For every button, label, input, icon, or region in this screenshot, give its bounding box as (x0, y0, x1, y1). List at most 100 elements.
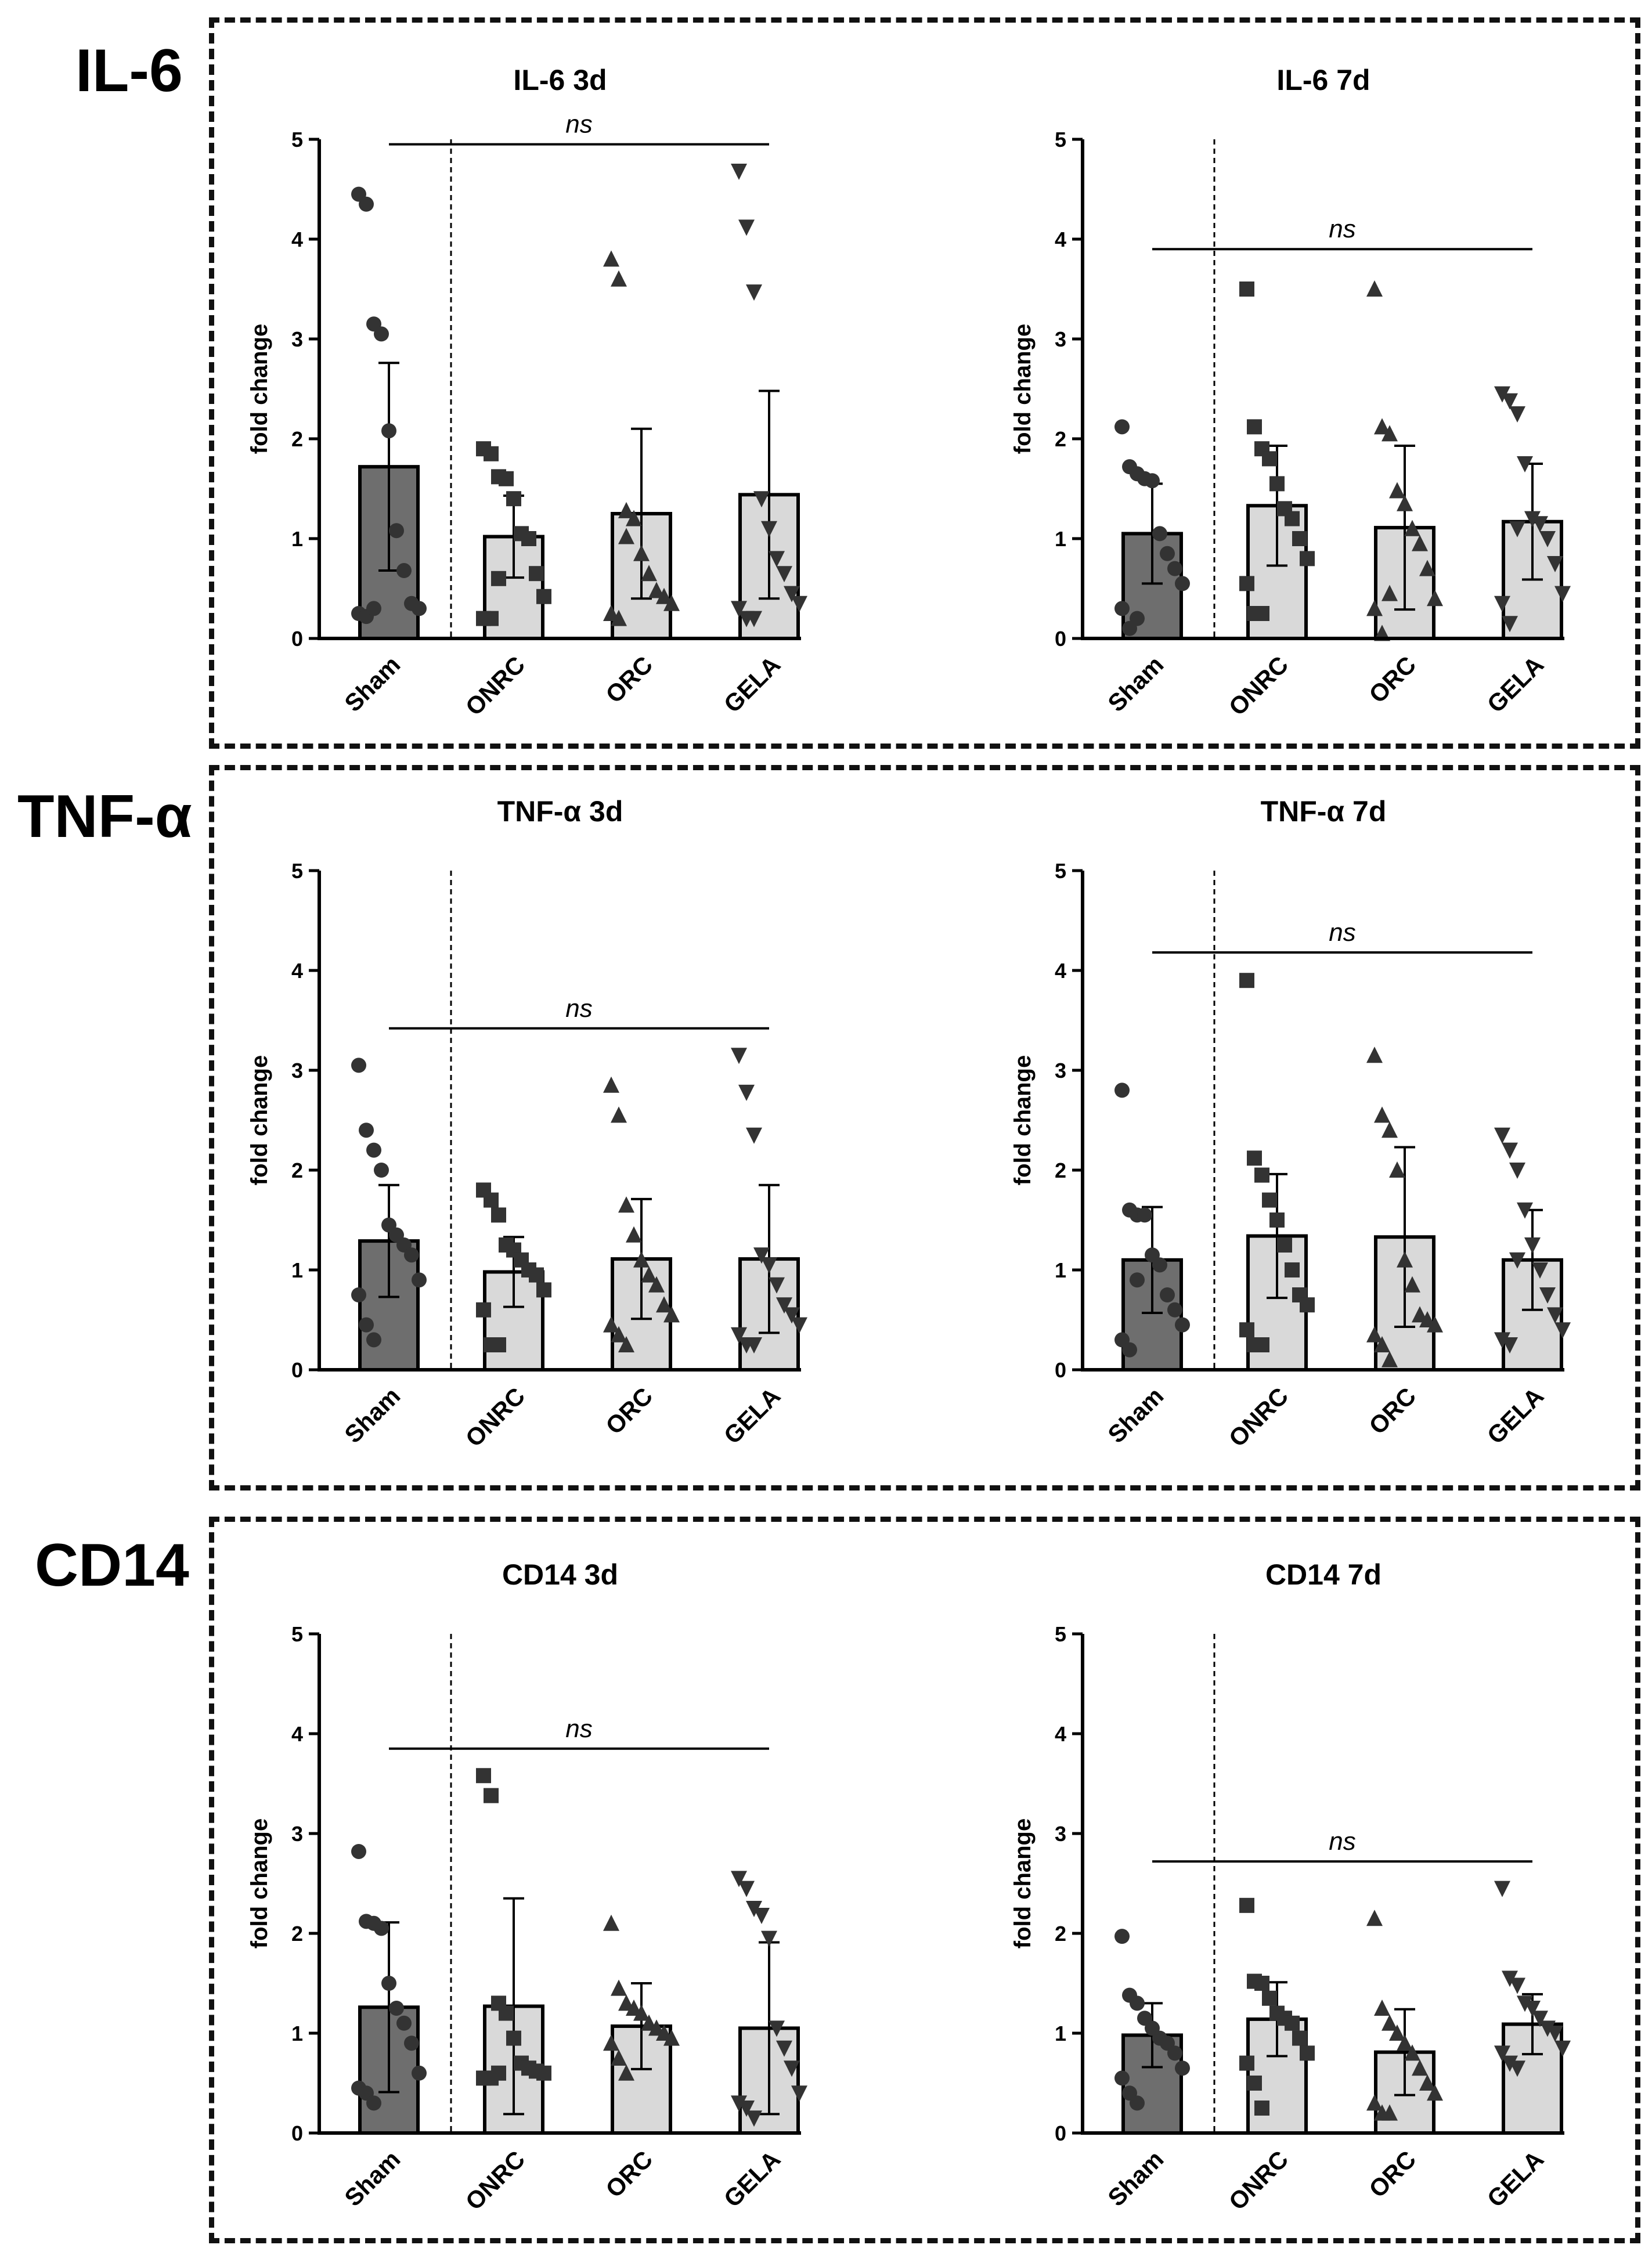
data-point (611, 609, 627, 626)
data-point (536, 2065, 551, 2081)
data-point (1404, 519, 1420, 536)
data-point (1374, 1336, 1390, 1352)
data-point (648, 1276, 665, 1293)
y-tick-label: 0 (1055, 2121, 1066, 2145)
y-tick-label: 4 (291, 228, 303, 251)
y-tick-label: 3 (1055, 1822, 1066, 1846)
x-tick-label: ONRC (460, 2145, 531, 2215)
data-point (491, 2065, 506, 2081)
data-point (359, 196, 374, 212)
data-point (476, 1302, 491, 1318)
y-tick-label: 1 (1055, 527, 1066, 551)
bar-group-onrc (1239, 282, 1315, 640)
data-point (1239, 576, 1254, 591)
x-tick-label: ONRC (460, 651, 531, 721)
data-point (412, 2065, 427, 2081)
data-point (1262, 1192, 1277, 1208)
significance-label: ns (565, 994, 592, 1023)
data-point (753, 1247, 770, 1264)
bar-group-orc (603, 1914, 680, 2135)
significance-label: ns (1329, 1827, 1355, 1856)
data-point (536, 589, 551, 604)
data-point (366, 1332, 381, 1348)
bar-group-orc (1366, 280, 1443, 641)
x-tick-label: ORC (600, 651, 658, 708)
x-tick-label: ORC (600, 2145, 658, 2203)
data-point (746, 611, 762, 627)
data-point (476, 1768, 491, 1784)
data-point (1366, 2094, 1383, 2111)
y-tick-label: 4 (1055, 1722, 1066, 1746)
data-point (1554, 1322, 1571, 1339)
data-point (663, 594, 680, 611)
data-point (1412, 535, 1428, 551)
data-point (351, 1843, 366, 1859)
data-point (1389, 1161, 1405, 1178)
y-tick-label: 2 (1055, 1159, 1066, 1182)
data-point (611, 270, 627, 287)
data-point (1374, 2000, 1390, 2016)
data-point (499, 471, 514, 486)
data-point (1532, 1262, 1548, 1279)
bar-group-onrc (1239, 1897, 1315, 2135)
data-point (656, 587, 672, 604)
data-point (769, 1277, 785, 1294)
data-point (761, 1930, 777, 1947)
y-tick-label: 1 (1055, 1258, 1066, 1282)
panel-frame-cd14 (209, 1517, 1640, 2243)
data-point (1239, 282, 1254, 297)
x-tick-label: GELA (719, 2145, 786, 2213)
data-point (366, 1142, 381, 1158)
data-point (1262, 1990, 1277, 2006)
x-tick-label: ONRC (1224, 651, 1294, 721)
data-point (663, 1306, 680, 1323)
data-point (1532, 2011, 1548, 2027)
data-point (1152, 526, 1167, 542)
data-point (1494, 596, 1510, 612)
data-point (791, 2085, 807, 2102)
data-point (1300, 2045, 1315, 2061)
data-point (1285, 511, 1300, 526)
y-tick-label: 5 (1055, 128, 1066, 151)
y-axis-label: fold change (247, 1818, 272, 1948)
y-tick-label: 2 (291, 1159, 303, 1182)
data-point (1427, 2084, 1443, 2101)
data-point (1397, 1251, 1413, 1268)
data-point (1114, 419, 1130, 435)
data-point (1239, 973, 1254, 988)
data-point (791, 596, 807, 612)
x-tick-label: ONRC (460, 1382, 531, 1452)
data-point (626, 1226, 642, 1243)
chart-tnf-7d: TNF-α 7d fold change 0 1 2 3 4 5 Sham ONRC ORC GELA… (1010, 795, 1571, 1452)
data-point (1494, 1332, 1510, 1349)
data-point (1167, 561, 1182, 576)
data-point (618, 528, 634, 544)
data-point (1397, 2034, 1413, 2051)
data-point (506, 491, 521, 507)
data-point (784, 2060, 800, 2077)
data-point (611, 1979, 627, 1996)
data-point (1247, 1150, 1262, 1166)
data-point (529, 1267, 544, 1283)
data-point (1366, 1326, 1383, 1342)
bar-group-gela (731, 1048, 807, 1372)
data-point (769, 551, 785, 568)
y-tick-label: 3 (291, 1059, 303, 1082)
data-point (1366, 1046, 1383, 1063)
data-point (1374, 418, 1390, 435)
bar-group-sham (1114, 1929, 1190, 2135)
data-point (1517, 1202, 1533, 1219)
data-point (731, 1327, 747, 1344)
data-point (1547, 1307, 1563, 1324)
data-point (656, 1296, 672, 1313)
data-point (1524, 511, 1541, 528)
significance-label: ns (565, 1715, 592, 1743)
x-tick-label: ONRC (1224, 2145, 1294, 2215)
data-point (1254, 606, 1269, 621)
data-point (359, 1317, 374, 1333)
data-point (381, 423, 396, 439)
data-point (738, 1881, 755, 1897)
data-point (1419, 2074, 1435, 2091)
data-point (389, 2001, 404, 2016)
data-point (618, 2064, 634, 2081)
